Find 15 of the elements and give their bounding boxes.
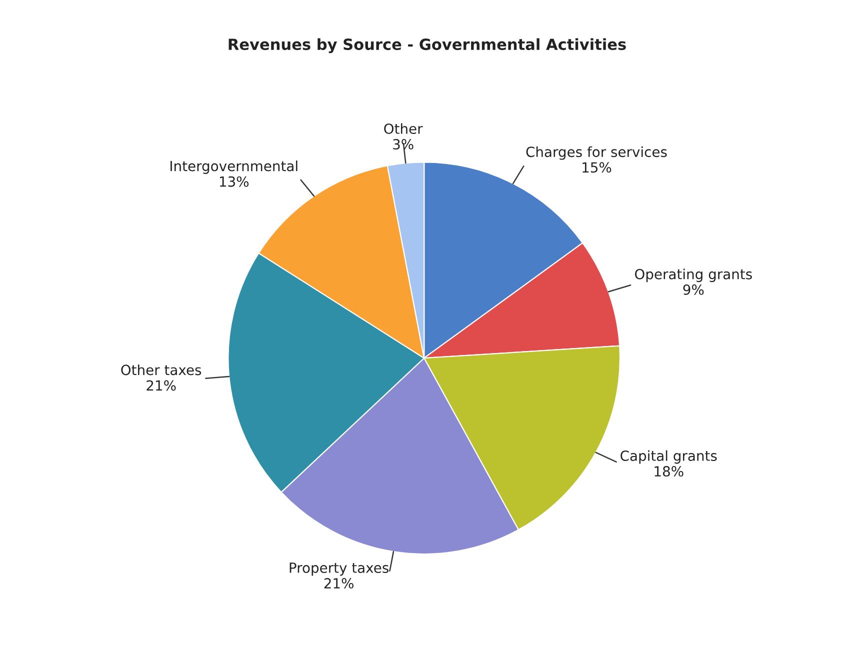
slice-label: Charges for services (526, 146, 667, 160)
data-label: 21% (146, 380, 176, 391)
data-label: 13% (220, 176, 249, 187)
slice-label: Other (384, 123, 423, 134)
data-label: 18% (654, 466, 684, 477)
data-label: 21% (324, 578, 354, 589)
data-label: 3% (393, 139, 414, 150)
slice-label: Property taxes (290, 562, 388, 576)
slice-label: Intergovernmental (170, 160, 298, 174)
data-label: 15% (582, 162, 612, 173)
slice-label: Other taxes (121, 364, 202, 376)
data-label: 9% (683, 284, 704, 295)
slice-label: Operating grants (635, 268, 752, 282)
slice-label: Capital grants (620, 450, 717, 464)
chart-title: Revenues by Source - Governmental Activities (228, 38, 626, 54)
